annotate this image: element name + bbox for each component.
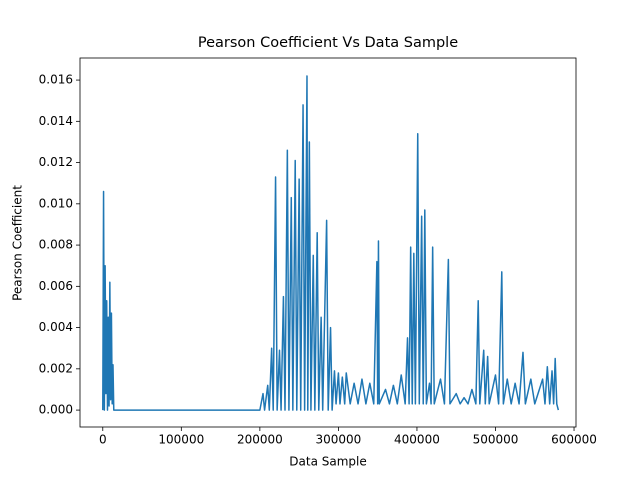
x-tick-label: 400000 <box>394 433 440 447</box>
y-tick-label: 0.004 <box>39 320 73 334</box>
axes-frame <box>79 57 577 428</box>
x-axis-label: Data Sample <box>289 455 366 469</box>
y-tick-label: 0.008 <box>39 238 73 252</box>
x-tick-label: 300000 <box>316 433 362 447</box>
y-tick-label: 0.002 <box>39 361 73 375</box>
data-line <box>102 75 560 411</box>
x-tick-label: 200000 <box>237 433 283 447</box>
y-tick-label: 0.006 <box>39 279 73 293</box>
y-tick-label: 0.012 <box>39 155 73 169</box>
x-tick-label: 100000 <box>158 433 204 447</box>
x-tick-label: 0 <box>99 433 107 447</box>
y-axis-label: Pearson Coefficient <box>11 185 25 301</box>
y-tick-label: 0.010 <box>39 196 73 210</box>
y-tick-label: 0.000 <box>39 403 73 417</box>
x-tick-label: 600000 <box>551 433 597 447</box>
chart-title: Pearson Coefficient Vs Data Sample <box>198 35 458 51</box>
x-tick-label: 500000 <box>473 433 519 447</box>
y-tick-label: 0.014 <box>39 114 73 128</box>
y-tick-label: 0.016 <box>39 73 73 87</box>
